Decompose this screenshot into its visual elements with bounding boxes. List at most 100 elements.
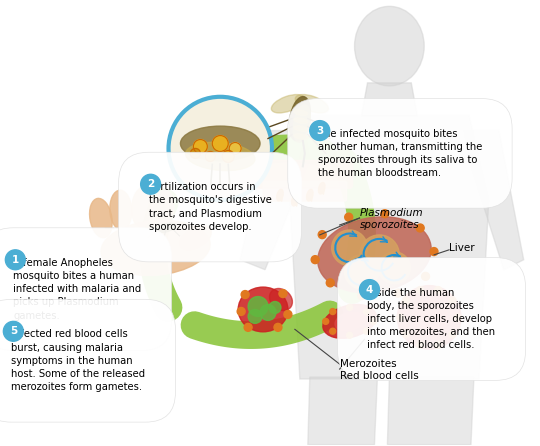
Ellipse shape [292, 194, 298, 206]
Ellipse shape [132, 187, 154, 227]
Circle shape [360, 280, 380, 300]
Circle shape [212, 136, 228, 152]
Circle shape [397, 285, 461, 349]
Ellipse shape [355, 6, 424, 86]
Ellipse shape [151, 190, 174, 230]
Circle shape [402, 297, 409, 304]
Ellipse shape [335, 312, 364, 331]
Circle shape [417, 286, 424, 293]
Circle shape [345, 255, 379, 289]
Ellipse shape [294, 110, 308, 116]
Circle shape [358, 292, 366, 300]
Ellipse shape [295, 95, 328, 113]
Circle shape [332, 230, 368, 266]
Circle shape [363, 328, 369, 334]
Circle shape [311, 256, 319, 264]
Circle shape [205, 152, 215, 161]
Ellipse shape [180, 126, 260, 161]
Circle shape [449, 297, 456, 304]
Ellipse shape [101, 220, 210, 276]
Ellipse shape [155, 223, 176, 233]
Ellipse shape [289, 97, 310, 141]
Text: 5: 5 [10, 326, 17, 336]
Circle shape [449, 331, 456, 338]
Circle shape [237, 307, 245, 315]
Circle shape [191, 149, 200, 158]
Circle shape [379, 252, 410, 284]
Circle shape [269, 301, 281, 314]
Circle shape [168, 97, 272, 200]
Circle shape [422, 273, 429, 281]
Circle shape [347, 305, 353, 310]
Text: Infected red blood cells
burst, causing malaria
symptoms in the human
host. Some: Infected red blood cells burst, causing … [11, 329, 145, 392]
Ellipse shape [179, 226, 211, 250]
Circle shape [330, 328, 336, 334]
Circle shape [370, 318, 376, 324]
Ellipse shape [110, 190, 132, 230]
Circle shape [241, 291, 249, 298]
Circle shape [347, 332, 353, 338]
Polygon shape [290, 116, 489, 379]
Ellipse shape [294, 118, 308, 124]
Circle shape [416, 224, 424, 232]
Text: A female Anopheles
mosquito bites a human
infected with malaria and
picks up Pla: A female Anopheles mosquito bites a huma… [14, 258, 141, 321]
Circle shape [284, 310, 292, 318]
Circle shape [397, 314, 404, 321]
Circle shape [345, 213, 353, 221]
Circle shape [417, 341, 424, 348]
Polygon shape [361, 83, 417, 116]
Ellipse shape [307, 190, 313, 201]
Text: The infected mosquito bites
another human, transmitting the
sporozoites through : The infected mosquito bites another huma… [318, 128, 482, 178]
Circle shape [248, 310, 262, 323]
Ellipse shape [90, 198, 112, 238]
Circle shape [455, 314, 462, 321]
Circle shape [326, 279, 334, 287]
Circle shape [140, 174, 160, 194]
Circle shape [323, 318, 329, 324]
Circle shape [222, 150, 234, 162]
Text: Plasmodium
sporozoites: Plasmodium sporozoites [360, 208, 423, 230]
Polygon shape [464, 131, 524, 270]
Circle shape [402, 331, 409, 338]
Text: 4: 4 [366, 285, 373, 294]
Circle shape [363, 309, 369, 314]
Circle shape [330, 309, 336, 314]
Circle shape [435, 286, 442, 293]
Ellipse shape [294, 126, 308, 131]
Ellipse shape [238, 287, 288, 332]
Circle shape [394, 289, 402, 297]
Circle shape [381, 210, 389, 218]
Polygon shape [240, 131, 310, 270]
Ellipse shape [276, 190, 283, 201]
Circle shape [248, 297, 268, 316]
Ellipse shape [269, 289, 293, 310]
Ellipse shape [323, 305, 376, 339]
FancyBboxPatch shape [263, 181, 347, 201]
Circle shape [244, 323, 252, 331]
Circle shape [193, 140, 207, 153]
Text: Merozoites
Red blood cells: Merozoites Red blood cells [340, 359, 418, 381]
Text: 1: 1 [12, 255, 19, 265]
Ellipse shape [186, 142, 255, 171]
Circle shape [279, 289, 287, 297]
Circle shape [260, 305, 276, 320]
Circle shape [430, 248, 438, 256]
Circle shape [274, 323, 282, 331]
Circle shape [229, 143, 241, 154]
Ellipse shape [271, 95, 305, 113]
Circle shape [5, 250, 25, 270]
Text: Liver: Liver [449, 243, 475, 253]
Text: 2: 2 [147, 179, 154, 189]
Ellipse shape [293, 105, 310, 142]
Text: 3: 3 [316, 126, 323, 136]
Ellipse shape [319, 182, 325, 194]
Polygon shape [387, 377, 474, 445]
Text: Fertilization occurs in
the mosquito's digestive
tract, and Plasmodium
sporozoit: Fertilization occurs in the mosquito's d… [148, 182, 272, 232]
Circle shape [3, 322, 23, 341]
Circle shape [435, 341, 442, 348]
FancyBboxPatch shape [257, 161, 353, 188]
Circle shape [310, 120, 330, 140]
Ellipse shape [294, 134, 308, 139]
Polygon shape [308, 377, 377, 445]
Circle shape [318, 231, 326, 239]
